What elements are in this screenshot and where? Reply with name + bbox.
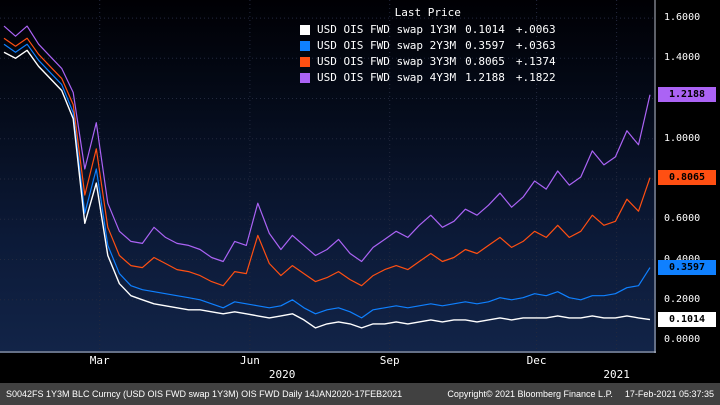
legend-label: USD OIS FWD swap 3Y3M	[317, 55, 457, 68]
chart-description: S0042FS 1Y3M BLC Curncy (USD OIS FWD swa…	[6, 389, 403, 399]
legend-value: 0.8065	[465, 55, 505, 68]
last-price-badge: 0.3597	[658, 260, 716, 276]
legend-swatch	[300, 41, 310, 51]
chart-plot-area[interactable]: Last Price USD OIS FWD swap 1Y3M 0.1014 …	[0, 0, 656, 353]
legend-change: +.1822	[515, 71, 556, 84]
status-bar: S0042FS 1Y3M BLC Curncy (USD OIS FWD swa…	[0, 383, 720, 405]
legend-value: 0.1014	[465, 23, 505, 36]
x-axis-label: Jun	[239, 354, 260, 367]
legend-swatch	[300, 73, 310, 83]
chart-svg	[0, 0, 656, 353]
y-axis: 1.60001.40001.20001.00000.80000.60000.40…	[656, 0, 720, 353]
x-axis-label: Dec	[526, 354, 547, 367]
legend-value: 0.3597	[465, 39, 505, 52]
x-axis-label: Sep	[379, 354, 400, 367]
legend-item-3y3m[interactable]: USD OIS FWD swap 3Y3M 0.8065 +.1374	[300, 54, 556, 70]
legend-label: USD OIS FWD swap 4Y3M	[317, 71, 457, 84]
year-label: 2021	[603, 368, 630, 381]
legend-change: +.0363	[515, 39, 556, 52]
y-axis-label: 1.0000	[664, 132, 701, 144]
y-axis-label: 1.4000	[664, 52, 701, 64]
series-line	[3, 49, 651, 329]
legend-label: USD OIS FWD swap 1Y3M	[317, 23, 457, 36]
legend-change: +.1374	[515, 55, 556, 68]
x-axis: Mar Jun Sep Dec 2020 2021	[0, 353, 656, 383]
legend-item-2y3m[interactable]: USD OIS FWD swap 2Y3M 0.3597 +.0363	[300, 38, 556, 54]
x-axis-label: Mar	[89, 354, 110, 367]
y-axis-label: 0.4000	[664, 253, 701, 265]
y-axis-label: 0.2000	[664, 293, 701, 305]
series-line	[3, 37, 651, 287]
year-label: 2020	[268, 368, 296, 381]
legend-value: 1.2188	[465, 71, 505, 84]
series-line	[3, 25, 651, 263]
legend-item-1y3m[interactable]: USD OIS FWD swap 1Y3M 0.1014 +.0063	[300, 22, 556, 38]
legend-change: +.0063	[515, 23, 556, 36]
y-axis-label: 0.6000	[664, 213, 701, 225]
legend-label: USD OIS FWD swap 2Y3M	[317, 39, 457, 52]
series-line	[3, 43, 651, 319]
legend-swatch	[300, 25, 310, 35]
legend-swatch	[300, 57, 310, 67]
last-price-badge: 1.2188	[658, 87, 716, 103]
y-axis-label: 1.6000	[664, 12, 701, 24]
legend-item-4y3m[interactable]: USD OIS FWD swap 4Y3M 1.2188 +.1822	[300, 70, 556, 86]
timestamp: 17-Feb-2021 05:37:35	[624, 389, 714, 399]
copyright-text: Copyright© 2021 Bloomberg Finance L.P.	[447, 389, 613, 399]
chart-legend: Last Price USD OIS FWD swap 1Y3M 0.1014 …	[300, 5, 556, 86]
y-axis-label: 0.0000	[664, 334, 701, 345]
last-price-badge: 0.8065	[658, 170, 716, 186]
last-price-badge: 0.1014	[658, 312, 716, 328]
legend-title: Last Price	[394, 6, 461, 19]
